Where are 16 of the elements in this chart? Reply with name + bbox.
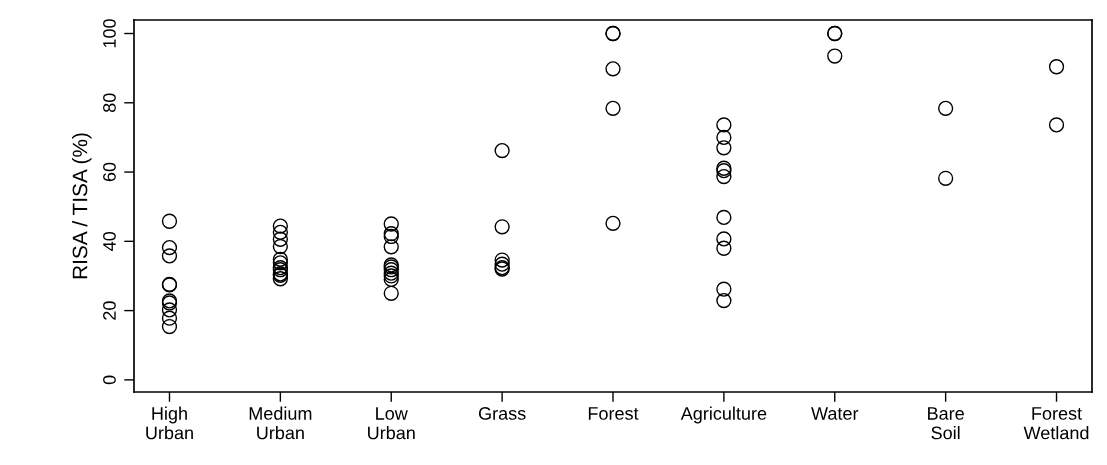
x-tick-label: Low Urban <box>368 407 415 440</box>
x-tick-label: Forest <box>588 407 639 420</box>
y-tick-label: 20 <box>103 301 116 320</box>
y-tick-label: 100 <box>103 19 116 48</box>
x-tick-label: Water <box>811 407 859 420</box>
y-tick-label: 80 <box>103 93 116 113</box>
y-tick-label: 40 <box>103 231 116 251</box>
x-tick-label: Grass <box>478 407 526 420</box>
y-axis-title: RISA / TISA (%) <box>72 133 92 279</box>
x-tick-label: Agriculture <box>680 406 767 424</box>
x-tick-label: Forest Wetland <box>1023 407 1089 440</box>
y-tick-label: 60 <box>103 162 116 182</box>
x-tick-label: Bare Soil <box>928 407 964 440</box>
x-tick-label: High Urban <box>146 406 193 440</box>
x-tick-label: Medium Urban <box>249 406 312 440</box>
y-tick-label: 0 <box>103 375 116 385</box>
